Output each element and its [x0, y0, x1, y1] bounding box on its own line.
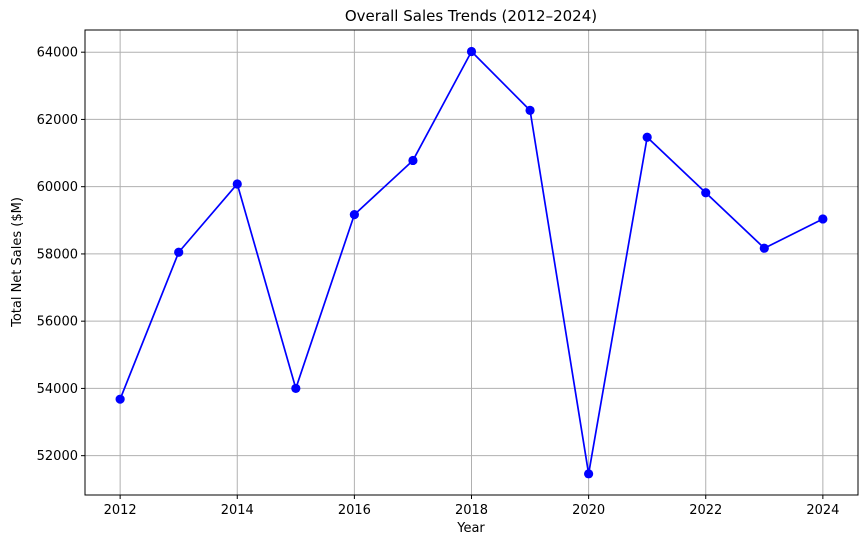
x-axis-ticks: 2012 2014 2016 2018 2020 2022 2024 — [104, 495, 839, 518]
y-tick-label: 54000 — [37, 382, 78, 397]
data-point — [466, 46, 477, 57]
data-point — [701, 188, 711, 198]
y-axis-ticks: 52000 54000 56000 58000 60000 62000 64000 — [37, 46, 85, 464]
data-point — [232, 179, 242, 189]
y-axis-label: Total Net Sales ($M) — [10, 197, 25, 328]
data-point — [642, 132, 652, 142]
y-tick-label: 56000 — [37, 315, 78, 330]
x-tick-label: 2020 — [572, 503, 605, 518]
x-tick-label: 2014 — [221, 503, 254, 518]
y-tick-label: 58000 — [37, 247, 78, 262]
series-layer — [115, 46, 828, 479]
x-axis-label: Year — [456, 521, 485, 536]
x-tick-label: 2018 — [455, 503, 488, 518]
data-point — [408, 155, 418, 166]
grid-layer — [85, 30, 858, 495]
y-tick-label: 62000 — [37, 113, 78, 128]
data-point — [291, 383, 301, 394]
data-point — [759, 243, 769, 253]
x-tick-label: 2016 — [338, 503, 371, 518]
x-tick-label: 2024 — [806, 503, 839, 518]
x-tick-label: 2012 — [104, 503, 137, 518]
x-tick-label: 2022 — [689, 503, 722, 518]
y-tick-label: 60000 — [37, 180, 78, 195]
data-point — [349, 209, 359, 220]
y-tick-label: 64000 — [37, 46, 78, 61]
data-point — [174, 247, 184, 257]
chart-title: Overall Sales Trends (2012–2024) — [345, 7, 597, 25]
y-tick-label: 52000 — [37, 449, 78, 464]
data-point — [115, 394, 125, 404]
data-point — [525, 105, 535, 115]
data-point — [584, 469, 594, 479]
data-point — [818, 214, 828, 224]
